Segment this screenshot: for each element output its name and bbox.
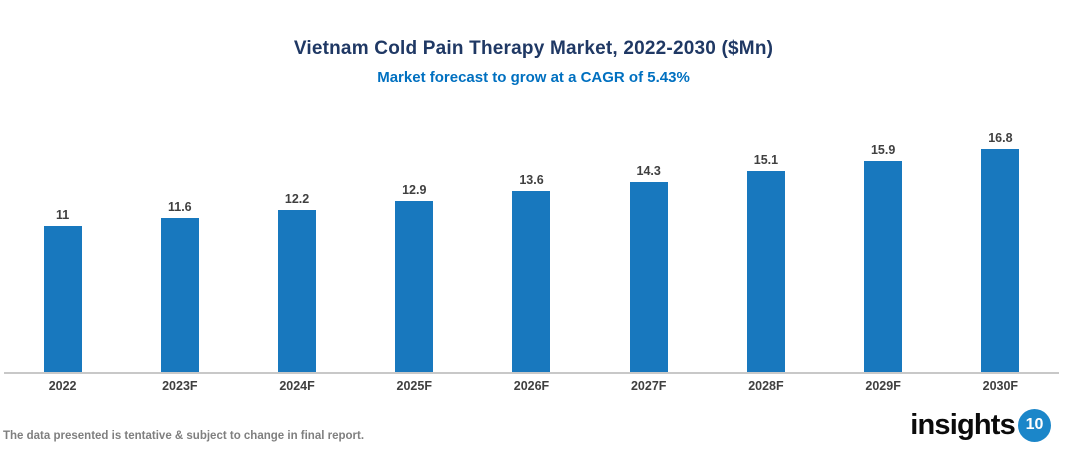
x-axis-label: 2023F — [162, 379, 198, 393]
x-axis-label: 2026F — [513, 379, 550, 393]
bar-value-label: 11 — [56, 208, 70, 222]
chart-header: Vietnam Cold Pain Therapy Market, 2022-2… — [0, 38, 1067, 86]
x-axis-label: 2029F — [865, 379, 901, 393]
bar-value-label: 12.2 — [284, 192, 310, 206]
x-axis-label: 2022 — [48, 379, 77, 393]
bar — [160, 218, 199, 372]
bar-column: 15.1 — [707, 153, 824, 372]
bar-column: 13.6 — [473, 173, 590, 372]
bar-value-label: 11.6 — [168, 200, 192, 214]
bar — [981, 149, 1020, 372]
bar — [278, 210, 317, 372]
bar — [512, 191, 551, 372]
bar-value-label: 14.3 — [636, 164, 661, 178]
chart-title: Vietnam Cold Pain Therapy Market, 2022-2… — [293, 38, 774, 59]
x-axis-label: 2030F — [982, 379, 1019, 393]
insights10-logo: insights 10 — [910, 404, 1051, 446]
x-axis-label: 2024F — [279, 379, 315, 393]
bar-column: 12.2 — [238, 192, 355, 372]
bar-value-label: 16.8 — [988, 131, 1013, 145]
footer-disclaimer: The data presented is tentative & subjec… — [3, 430, 365, 442]
chart-subtitle: Market forecast to grow at a CAGR of 5.4… — [377, 69, 690, 86]
bar — [43, 226, 82, 372]
bar-column: 11.6 — [121, 200, 238, 372]
bar — [864, 161, 903, 372]
bar — [395, 201, 434, 372]
x-axis-label: 2027F — [630, 379, 667, 393]
bar-value-label: 12.9 — [402, 183, 427, 197]
logo-badge-icon: 10 — [1018, 408, 1051, 442]
bar-column: 12.9 — [356, 183, 473, 372]
bar — [746, 171, 785, 372]
logo-wordmark: insights — [910, 408, 1016, 441]
bar-column: 11 — [4, 208, 121, 372]
bar-column: 15.9 — [825, 143, 942, 372]
bar — [629, 182, 668, 372]
x-axis-label: 2025F — [396, 379, 432, 393]
bar-value-label: 15.9 — [870, 143, 896, 157]
bar-value-label: 13.6 — [519, 173, 544, 187]
bar-column: 16.8 — [942, 131, 1059, 372]
bar-chart-plot-area: 11 11.6 12.2 12.9 13.6 14.3 15.1 15.9 16.8 — [4, 0, 1059, 374]
bar-value-label: 15.1 — [753, 153, 779, 167]
x-axis-label: 2028F — [748, 379, 784, 393]
bar-column: 14.3 — [590, 164, 707, 372]
x-axis: 2022 2023F 2024F 2025F 2026F 2027F 2028F 2029F 2… — [4, 379, 1059, 393]
